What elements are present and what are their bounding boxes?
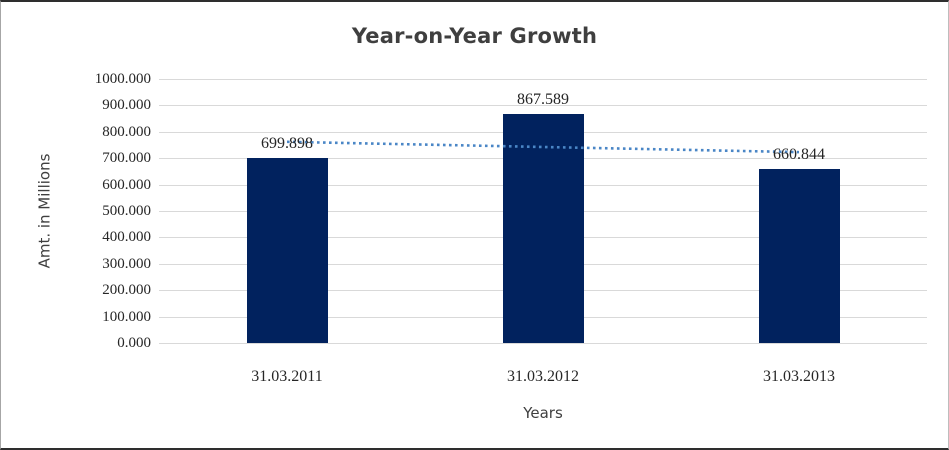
data-label: 660.844 xyxy=(773,145,825,163)
bar-31.03.2011 xyxy=(246,158,328,343)
x-tick-label: 31.03.2013 xyxy=(763,368,835,385)
y-tick-label: 800.000 xyxy=(102,123,151,140)
x-tick-label: 31.03.2012 xyxy=(507,368,579,385)
gridline xyxy=(159,105,927,107)
bar-31.03.2012 xyxy=(502,113,584,343)
data-label: 699.898 xyxy=(261,135,313,153)
data-label: 867.589 xyxy=(517,90,569,108)
y-tick-label: 300.000 xyxy=(102,255,151,272)
y-tick-label: 1000.000 xyxy=(94,71,151,87)
bar-31.03.2013 xyxy=(758,168,840,343)
x-axis-title: Years xyxy=(523,404,563,422)
gridline xyxy=(159,79,927,80)
y-tick-label: 600.000 xyxy=(102,176,151,193)
trendline xyxy=(286,140,800,154)
y-tick-label: 900.000 xyxy=(102,97,151,114)
plot-area: 699.898 867.589 660.844 xyxy=(159,79,927,344)
gridline xyxy=(159,343,927,344)
y-tick-label: 500.000 xyxy=(102,203,151,219)
chart-title: Year-on-Year Growth xyxy=(351,24,598,48)
y-tick-label: 100.000 xyxy=(102,308,151,325)
x-tick-label: 31.03.2011 xyxy=(251,368,323,385)
y-tick-label: 200.000 xyxy=(102,282,151,299)
y-tick-label: 400.000 xyxy=(102,229,151,246)
y-tick-label: 700.000 xyxy=(102,150,151,167)
y-tick-label: 0.000 xyxy=(117,335,151,351)
